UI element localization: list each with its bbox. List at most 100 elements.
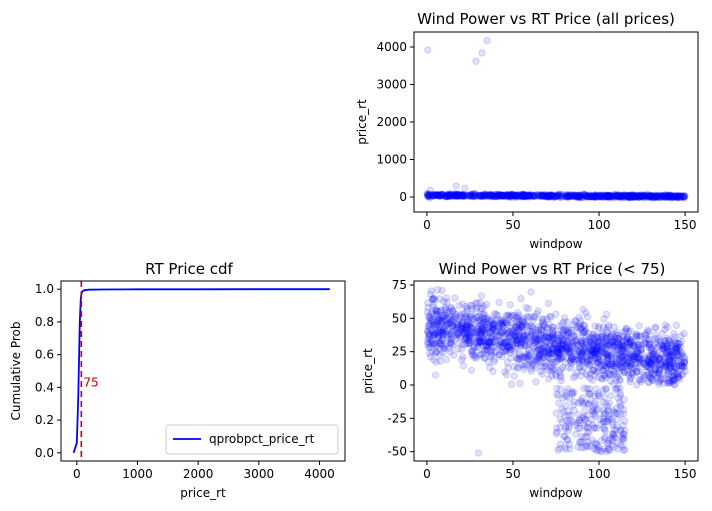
scatter-point: [613, 356, 621, 364]
scatter-point: [608, 330, 616, 339]
scatter-point: [616, 193, 624, 201]
scatter-point: [663, 191, 672, 200]
scatter-point: [575, 193, 584, 201]
scatter-point: [503, 358, 512, 367]
scatter-point: [572, 191, 581, 199]
scatter-point: [447, 191, 455, 200]
scatter-point: [613, 373, 622, 381]
scatter-point: [549, 333, 557, 342]
scatter-point: [561, 193, 569, 201]
scatter-point: [479, 302, 488, 310]
scatter-point: [681, 358, 689, 367]
scatter-point-negative: [601, 393, 609, 401]
scatter-point: [562, 192, 570, 201]
scatter-point: [554, 191, 562, 200]
threshold-label: 75: [83, 375, 98, 389]
scatter-point: [631, 192, 639, 201]
scatter-point: [573, 192, 582, 200]
scatter-point: [445, 192, 453, 200]
scatter-point: [534, 192, 542, 200]
scatter-point-negative: [616, 440, 625, 449]
scatter-point-negative: [589, 410, 598, 418]
scatter-point: [596, 345, 604, 353]
scatter-point: [544, 299, 553, 308]
scatter-point: [502, 191, 511, 200]
scatter-point: [651, 193, 659, 201]
scatter-point: [563, 193, 571, 201]
scatter-point: [493, 316, 501, 324]
scatter-point: [618, 192, 626, 201]
scatter-point: [570, 191, 578, 199]
scatter-point: [483, 192, 492, 200]
chart-title-scatter-lt75: Wind Power vs RT Price (< 75): [439, 260, 666, 278]
scatter-point-negative: [607, 415, 616, 423]
scatter-point: [458, 191, 466, 199]
scatter-point: [629, 193, 638, 201]
scatter-point: [529, 192, 537, 201]
scatter-point: [603, 192, 611, 200]
scatter-point: [565, 192, 573, 200]
scatter-point: [491, 190, 499, 199]
scatter-point-negative: [556, 385, 564, 393]
scatter-point: [467, 366, 476, 374]
scatter-point: [583, 372, 591, 380]
scatter-point: [479, 191, 487, 200]
scatter-point: [493, 191, 501, 199]
scatter-point: [505, 192, 513, 200]
scatter-point: [476, 192, 484, 200]
scatter-point: [506, 191, 515, 200]
scatter-point: [498, 352, 506, 361]
scatter-point: [511, 192, 519, 200]
scatter-point: [517, 294, 525, 303]
scatter-point: [472, 192, 480, 200]
scatter-point: [457, 192, 466, 200]
scatter-point: [499, 191, 507, 199]
scatter-point: [544, 192, 553, 200]
scatter-point: [459, 190, 467, 199]
scatter-point: [590, 192, 599, 201]
scatter-point: [591, 191, 600, 199]
scatter-point: [664, 192, 672, 200]
scatter-point: [461, 340, 469, 349]
scatter-point: [680, 193, 688, 201]
scatter-point: [480, 192, 489, 201]
scatter-point: [546, 192, 554, 200]
scatter-point: [576, 191, 584, 199]
scatter-point: [636, 192, 645, 201]
scatter-point: [519, 191, 527, 199]
scatter-point: [660, 191, 668, 200]
scatter-point: [666, 193, 675, 201]
scatter-point: [603, 193, 611, 201]
scatter-point: [654, 193, 662, 201]
scatter-point: [670, 192, 678, 200]
scatter-point: [500, 192, 508, 200]
scatter-point: [630, 191, 639, 200]
scatter-point-negative: [619, 410, 628, 418]
scatter-point: [557, 192, 565, 200]
scatter-point: [564, 340, 573, 348]
scatter-point: [550, 192, 559, 201]
scatter-point: [627, 192, 635, 201]
scatter-point: [476, 192, 484, 200]
scatter-point: [459, 191, 467, 199]
scatter-point: [535, 191, 543, 199]
scatter-point: [512, 191, 520, 199]
scatter-point: [636, 191, 644, 200]
scatter-point: [503, 192, 512, 201]
scatter-point: [563, 192, 572, 200]
scatter-point: [648, 193, 656, 201]
scatter-point: [518, 192, 526, 200]
scatter-all-points: [423, 36, 689, 202]
scatter-point: [424, 191, 433, 200]
scatter-point: [630, 193, 638, 201]
scatter-point: [597, 191, 605, 199]
scatter-point: [539, 192, 547, 201]
scatter-point: [504, 191, 512, 200]
scatter-point: [442, 192, 450, 201]
scatter-point: [597, 193, 606, 201]
scatter-point: [521, 192, 529, 200]
scatter-point: [634, 192, 643, 200]
scatter-point: [550, 193, 558, 202]
scatter-point: [476, 337, 484, 345]
scatter-point: [496, 191, 505, 199]
